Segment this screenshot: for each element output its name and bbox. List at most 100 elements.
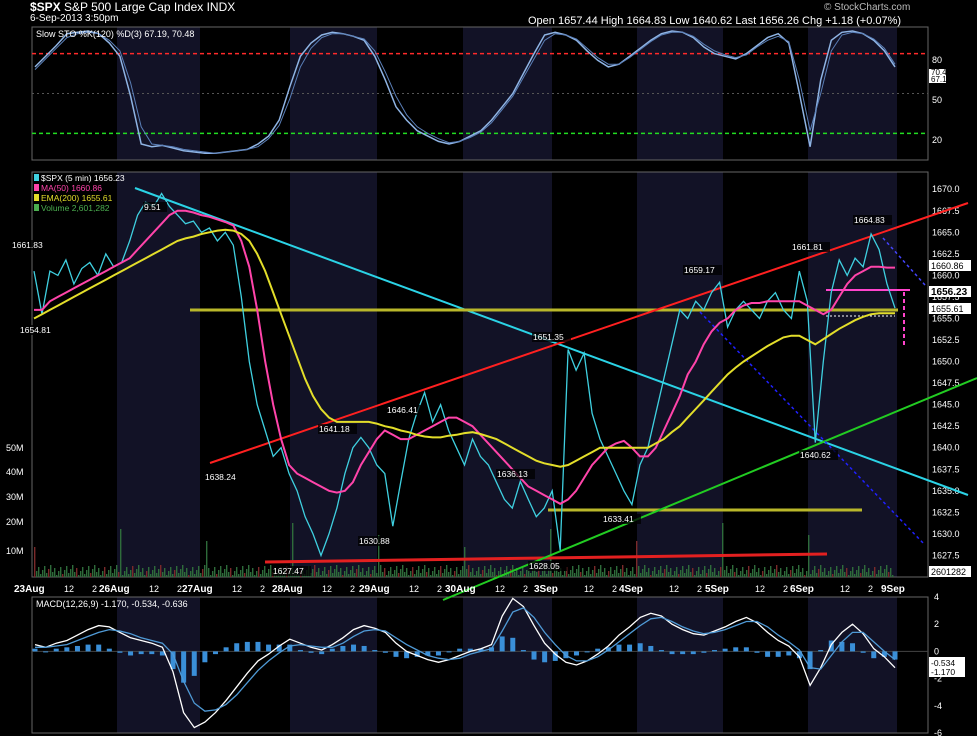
volume-bar — [328, 570, 330, 577]
volume-bar — [428, 568, 430, 577]
volume-bar — [516, 568, 518, 577]
volume-bar — [646, 572, 648, 577]
macd-hist-bar — [96, 644, 102, 652]
volume-bar — [644, 565, 646, 577]
price-tick-label: 1655.0 — [932, 313, 960, 323]
volume-bar — [676, 567, 678, 577]
volume-bar — [538, 568, 540, 577]
volume-bar — [610, 567, 612, 577]
volume-bar — [106, 574, 108, 577]
volume-bar — [158, 569, 160, 577]
volume-bar — [122, 575, 124, 577]
volume-bar — [94, 565, 96, 577]
macd-hist-bar — [467, 648, 473, 652]
volume-bar — [880, 566, 882, 577]
volume-bar — [700, 574, 702, 577]
symbol: $SPX — [30, 0, 61, 14]
volume-bar — [776, 565, 778, 577]
volume-bar — [518, 575, 520, 577]
volume-bar — [662, 573, 664, 577]
price-tick-label: 1660.0 — [932, 270, 960, 280]
day-band-1-7 — [637, 172, 723, 577]
volume-bar — [438, 570, 440, 577]
macd-hist-bar — [319, 651, 325, 655]
volume-bar — [214, 567, 216, 577]
x-hour-label: 2 — [697, 584, 702, 594]
macd-hist-bar — [435, 651, 441, 656]
volume-bar — [722, 523, 724, 577]
volume-bar — [664, 569, 666, 577]
volume-bar — [532, 569, 534, 577]
volume-bar — [712, 572, 714, 577]
macd-hist-bar — [786, 651, 792, 656]
volume-bar — [336, 565, 338, 577]
volume-bar — [254, 575, 256, 577]
macd-hist-bar — [616, 644, 622, 652]
volume-bar — [866, 572, 868, 577]
volume-bar — [806, 571, 808, 577]
volume-bar — [614, 570, 616, 577]
price-annotation: 1630.88 — [359, 536, 390, 546]
volume-bar — [192, 567, 194, 577]
volume-bar — [126, 567, 128, 577]
volume-bar — [250, 572, 252, 577]
volume-bar — [312, 569, 314, 577]
volume-bar — [208, 568, 210, 577]
volume-bar — [630, 571, 632, 577]
price-annotation: 1654.81 — [20, 325, 51, 335]
volume-bar — [826, 575, 828, 577]
volume-bar — [460, 570, 462, 577]
volume-bar — [762, 571, 764, 577]
last-value-box — [929, 260, 971, 271]
volume-bar — [472, 568, 474, 577]
macd-hist-bar — [74, 645, 80, 652]
macd-hist-bar — [796, 651, 802, 659]
volume-bar — [790, 570, 792, 577]
volume-bar — [144, 575, 146, 577]
macd-hist-bar — [818, 650, 824, 652]
volume-bar — [654, 567, 656, 577]
volume-bar — [748, 566, 750, 577]
volume-bar — [862, 569, 864, 577]
volume-bar — [98, 568, 100, 577]
volume-bar — [78, 575, 80, 577]
volume-bar — [338, 572, 340, 577]
volume-bar — [464, 547, 466, 577]
volume-bar — [140, 572, 142, 577]
volume-bar — [346, 567, 348, 577]
volume-bar — [574, 573, 576, 577]
macd-hist-bar — [680, 651, 686, 655]
volume-bar — [372, 570, 374, 577]
panel-frame-2 — [31, 596, 929, 734]
volume-bar — [222, 573, 224, 577]
legend-ma50: MA(50) 1660.86 — [41, 183, 102, 193]
volume-bar — [396, 566, 398, 577]
volume-bar — [520, 571, 522, 577]
volume-bar — [156, 573, 158, 577]
volume-bar — [882, 573, 884, 577]
volume-bar — [178, 573, 180, 577]
volume-bar — [828, 571, 830, 577]
macd-tick-label: 2 — [934, 619, 939, 629]
volume-bar — [552, 573, 554, 577]
volume-bar — [258, 567, 260, 577]
volume-bar — [142, 568, 144, 577]
volume-bar — [618, 573, 620, 577]
volume-bar — [846, 568, 848, 577]
x-hour-label: 2 — [177, 584, 182, 594]
volume-bar — [694, 575, 696, 577]
volume-bar — [206, 541, 208, 577]
macd-hist-bar — [308, 651, 314, 653]
volume-bar — [730, 569, 732, 577]
volume-bar — [528, 566, 530, 577]
volume-bar — [458, 574, 460, 577]
volume-bar — [252, 568, 254, 577]
volume-bar — [444, 569, 446, 577]
volume-bar — [608, 571, 610, 577]
volume-bar — [56, 575, 58, 577]
volume-bar — [96, 572, 98, 577]
volume-bar — [108, 570, 110, 577]
macd-hist-bar — [839, 641, 845, 652]
volume-bar — [380, 565, 382, 577]
